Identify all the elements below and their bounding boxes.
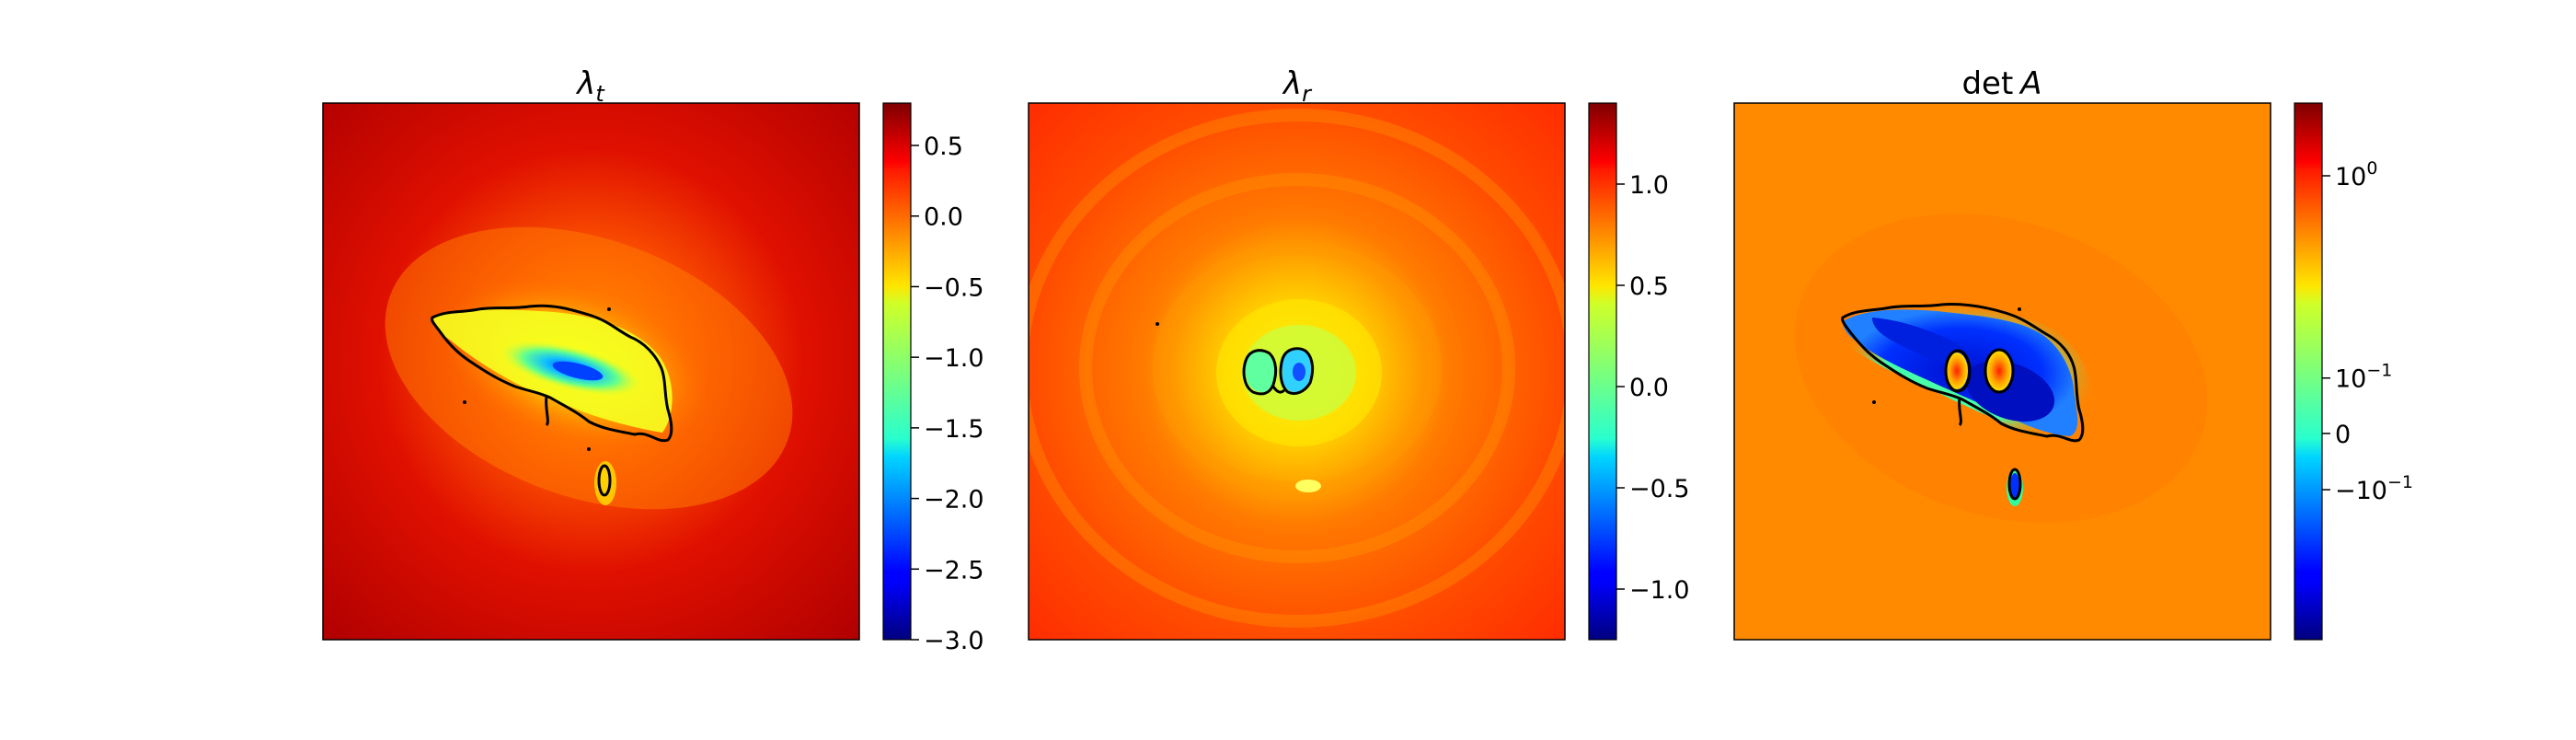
axes-frame (1028, 102, 1566, 641)
panel-det-a: det A 100 10−1 0 −10−1 (1733, 65, 2413, 641)
panel-lambda-t: λt 0.5 0.0 −0.5 −1.0 −1.5 −2.0 −2.5 −3.0 (322, 65, 984, 655)
heatmap-det-a (1734, 103, 2271, 640)
colorbar-ticks: 100 10−1 0 −10−1 (2322, 158, 2413, 505)
colorbar (1588, 102, 1617, 641)
critical-curve-det-a (1841, 303, 2085, 501)
colorbar-tick-label: 1.0 (1629, 171, 1669, 200)
colorbar-tick-label: −1.0 (924, 344, 984, 373)
colorbar-tick-label: −1.5 (924, 415, 984, 444)
critical-curve-lambda-t (431, 304, 673, 497)
colorbar-ticks: 1.0 0.5 0.0 −0.5 −1.0 (1616, 171, 1690, 605)
colorbar-tick-label: 0 (2335, 421, 2351, 449)
colorbar-tick-label: −2.5 (924, 556, 984, 584)
heatmap-lambda-r (1029, 103, 1565, 640)
colorbar-tick-label: −10−1 (2335, 472, 2413, 505)
colorbar-tick-label: 0.0 (924, 203, 963, 232)
colorbar (882, 102, 912, 641)
colorbar-tick-label: 10−1 (2335, 361, 2392, 394)
heatmap-lambda-t (323, 103, 859, 640)
colorbar-tick-label: −0.5 (924, 273, 984, 302)
colorbar-ticks: 0.5 0.0 −0.5 −1.0 −1.5 −2.0 −2.5 −3.0 (911, 133, 984, 655)
panel-lambda-r: λr 1.0 0.5 0.0 −0.5 −1.0 (1028, 65, 1690, 641)
colorbar (2294, 102, 2323, 641)
colorbar-tick-label: 0.0 (1629, 374, 1669, 402)
colorbar-tick-label: 100 (2335, 158, 2377, 191)
panel-title: λr (1282, 65, 1313, 107)
panel-title: det A (1961, 65, 2041, 102)
axes-frame (1733, 102, 2271, 641)
axes-frame (322, 102, 860, 641)
critical-curve-lambda-r (1242, 347, 1315, 396)
colorbar-tick-label: 0.5 (924, 133, 963, 161)
panel-title: λt (575, 65, 605, 107)
colorbar-tick-label: −3.0 (924, 627, 984, 655)
colorbar-tick-label: −0.5 (1629, 475, 1690, 503)
colorbar-tick-label: −1.0 (1629, 576, 1690, 605)
colorbar-tick-label: 0.5 (1629, 272, 1669, 301)
colorbar-tick-label: −2.0 (924, 486, 984, 515)
